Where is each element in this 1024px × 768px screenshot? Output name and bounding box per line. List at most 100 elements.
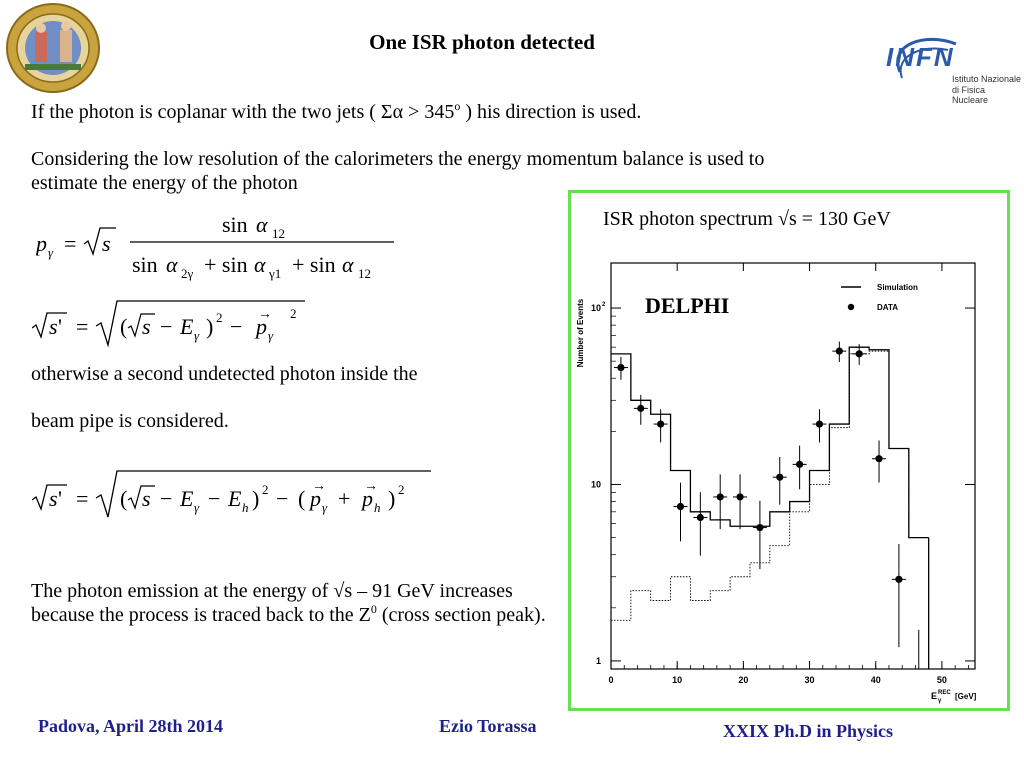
legend-label: Simulation <box>877 283 918 292</box>
svg-text:s: s <box>102 231 111 256</box>
svg-text:=: = <box>64 231 76 256</box>
footer-location-date: Padova, April 28th 2014 <box>38 716 224 736</box>
svg-text:α: α <box>342 252 354 277</box>
svg-text:γ: γ <box>48 245 54 260</box>
svg-text:12: 12 <box>272 226 285 241</box>
legend-marker-swatch <box>847 303 855 311</box>
equation-1-svg: p γ = s sin α 12 sin α 2γ + sin α γ1 + s… <box>34 212 394 281</box>
emission-paragraph: The photon emission at the energy of √s … <box>31 579 561 627</box>
data-point <box>716 493 724 501</box>
x-axis-label-sup: REC <box>938 690 951 696</box>
svg-text:γ: γ <box>322 500 328 515</box>
data-point <box>875 455 883 463</box>
data-point <box>736 493 744 501</box>
svg-text:2: 2 <box>398 482 405 497</box>
svg-text:sin: sin <box>222 212 248 237</box>
data-point <box>815 420 824 428</box>
svg-text:(: ( <box>298 486 305 511</box>
data-point <box>676 502 685 511</box>
svg-text:γ: γ <box>268 328 274 343</box>
svg-text:→: → <box>364 479 378 494</box>
emission-part1: The photon emission at the energy of √s … <box>31 580 513 626</box>
x-tick-label: 10 <box>672 675 682 685</box>
svg-text:E: E <box>179 486 194 511</box>
svg-text:→: → <box>312 479 326 494</box>
equation-3-svg: s ' = ( s − E γ − E h ) 2 − ( p → γ + p … <box>31 470 431 518</box>
svg-text:γ: γ <box>194 500 200 515</box>
svg-text:γ: γ <box>194 328 200 343</box>
svg-text:−: − <box>160 314 172 339</box>
emission-part2: (cross section peak). <box>376 604 546 626</box>
equation-2-svg: s ' = ( s − E γ ) 2 − p → γ 2 <box>31 300 305 348</box>
svg-text:2: 2 <box>216 310 223 325</box>
svg-text:(: ( <box>120 486 127 511</box>
infn-line1: Istituto Nazionale <box>952 74 1022 84</box>
svg-text:α: α <box>256 212 268 237</box>
coplanar-post: ) his direction is used. <box>460 101 642 123</box>
data-point <box>617 363 625 372</box>
svg-text:h: h <box>242 500 249 515</box>
data-point <box>637 404 645 412</box>
svg-text:α: α <box>254 252 266 277</box>
coplanar-condition: Σα > 345 <box>380 101 455 123</box>
svg-text:+ sin: + sin <box>204 252 248 277</box>
beampipe-text: beam pipe is considered. <box>31 410 229 432</box>
plot-area <box>610 262 976 670</box>
data-point <box>855 350 863 358</box>
data-point <box>756 523 764 532</box>
x-axis-label-unit: [GeV] <box>955 692 977 701</box>
y-tick-label: 1 <box>596 656 601 666</box>
svg-text:s: s <box>49 486 58 511</box>
equation-reduced-energy: s ' = ( s − E γ ) 2 − p → γ 2 <box>31 296 312 348</box>
svg-text:γ1: γ1 <box>268 266 281 281</box>
coplanar-text: If the photon is coplanar with the two j… <box>31 100 641 124</box>
infn-logo-icon <box>896 37 957 79</box>
svg-text:p: p <box>36 231 47 256</box>
svg-text:p: p <box>308 486 321 511</box>
calorimeter-paragraph: Considering the low resolution of the ca… <box>31 148 765 194</box>
svg-text:): ) <box>206 314 213 339</box>
x-axis-label: E <box>931 691 937 701</box>
svg-text:→: → <box>258 307 272 322</box>
infn-name: INFN <box>886 42 955 72</box>
svg-text:): ) <box>252 486 259 511</box>
x-tick-label: 20 <box>738 675 748 685</box>
svg-text:E: E <box>179 314 194 339</box>
equation-reduced-energy-two-photons: s ' = ( s − E γ − E h ) 2 − ( p → γ + p … <box>31 466 442 522</box>
z0-sup: 0 <box>370 602 377 616</box>
svg-text:s: s <box>49 314 58 339</box>
chart-title: DELPHI <box>645 293 729 318</box>
svg-text:+: + <box>338 486 350 511</box>
svg-text:2γ: 2γ <box>181 266 194 281</box>
isr-photon-spectrum-chart: DELPHI Number of Events E 0 10 20 30 40 50 1 10… <box>576 262 977 704</box>
y-tick-label: 10 <box>591 303 601 313</box>
x-tick-label: 0 <box>608 675 613 685</box>
svg-text:12: 12 <box>358 266 371 281</box>
chart-frame <box>568 190 1010 711</box>
x-tick-label: 50 <box>937 675 947 685</box>
y-tick-label: 10 <box>591 479 601 489</box>
data-point <box>835 347 843 355</box>
svg-text:(: ( <box>120 314 127 339</box>
svg-text:p: p <box>360 486 373 511</box>
svg-text:=: = <box>76 486 88 511</box>
svg-text:h: h <box>374 500 381 515</box>
svg-text:−: − <box>230 314 242 339</box>
svg-text:p: p <box>254 314 267 339</box>
data-point <box>776 473 784 481</box>
svg-text:=: = <box>76 314 88 339</box>
svg-text:α: α <box>166 252 178 277</box>
svg-text:': ' <box>58 314 62 339</box>
legend-label: DATA <box>877 303 898 312</box>
data-point <box>796 460 804 468</box>
svg-text:s: s <box>142 314 151 339</box>
svg-text:): ) <box>388 486 395 511</box>
dotted-step-line <box>611 350 929 621</box>
equation-photon-momentum: p γ = s sin α 12 sin α 2γ + sin α γ1 + s… <box>34 208 406 288</box>
coplanar-pre: If the photon is coplanar with the two j… <box>31 101 381 123</box>
svg-text:2: 2 <box>262 482 269 497</box>
svg-text:−: − <box>276 486 288 511</box>
svg-text:s: s <box>142 486 151 511</box>
y-tick-label-sup: 2 <box>602 302 606 308</box>
svg-text:': ' <box>58 486 62 511</box>
